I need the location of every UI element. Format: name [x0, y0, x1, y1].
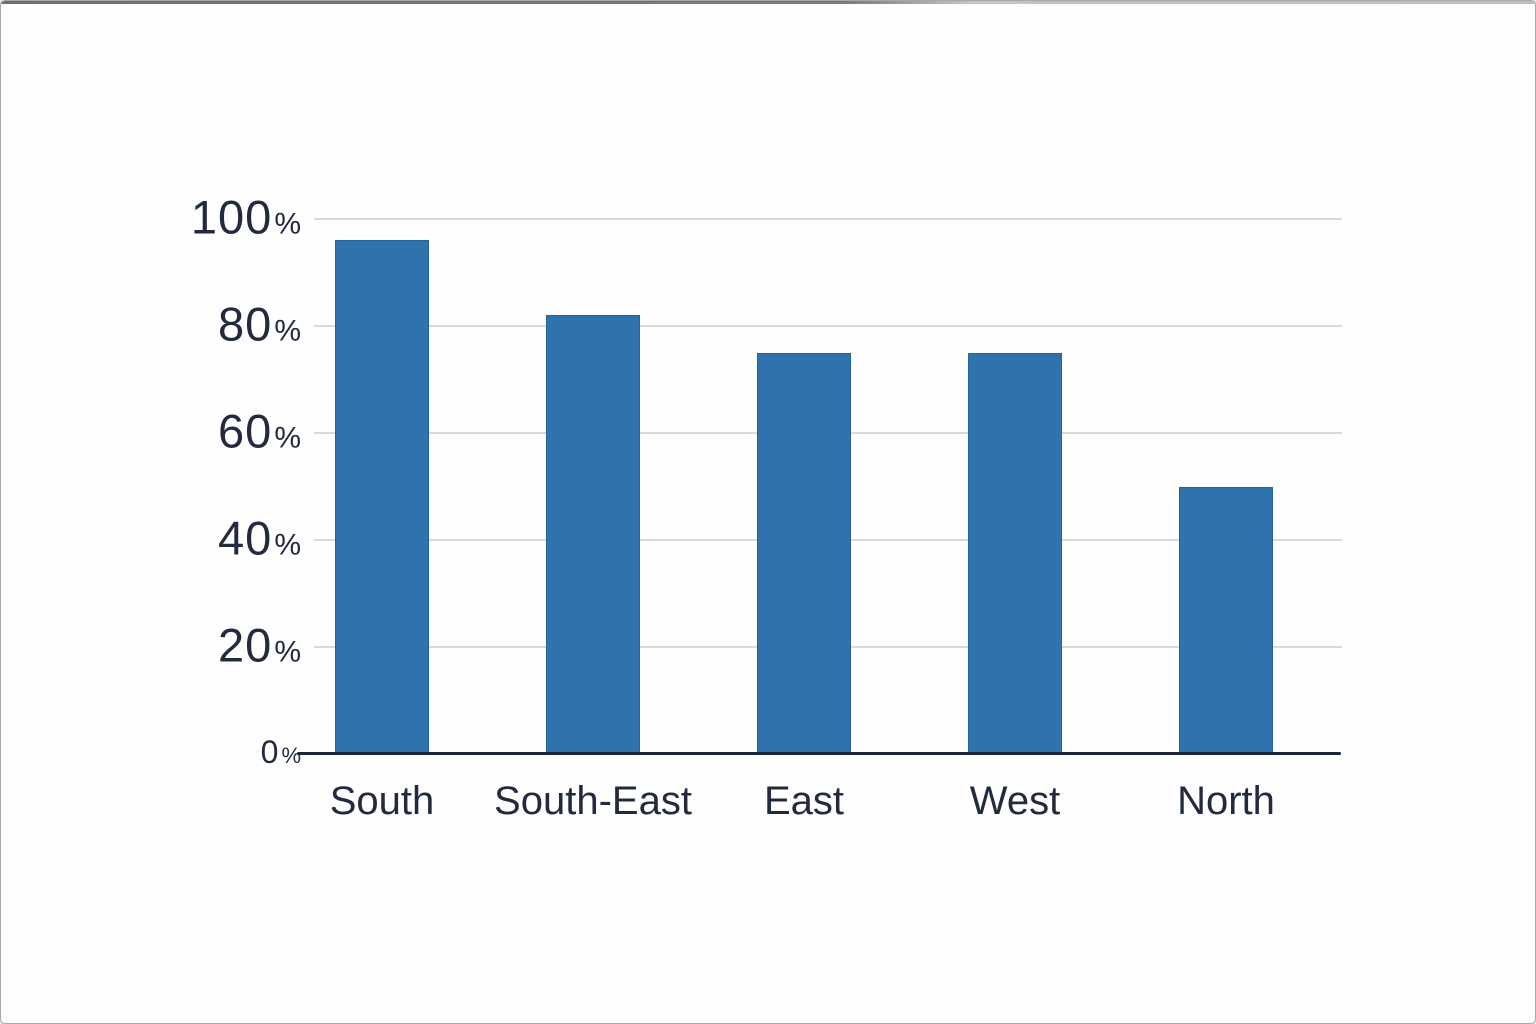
x-axis-label-south: South	[329, 779, 435, 823]
gridline-80	[314, 325, 1342, 327]
x-axis-line	[297, 752, 1341, 755]
bar-south-east	[546, 315, 640, 754]
x-axis-label-north: North	[1177, 779, 1275, 823]
y-axis-tick-label-60: 60%	[218, 404, 301, 458]
bar-west	[968, 352, 1062, 754]
gridline-100	[314, 218, 1342, 220]
y-axis-tick-label-40: 40%	[218, 511, 301, 565]
y-axis-tick-label-20: 20%	[218, 618, 301, 672]
bar-east	[757, 352, 851, 754]
y-axis-tick-label-0: 0%	[260, 734, 301, 771]
x-axis-label-south-east: South-East	[494, 779, 692, 823]
plot-area: 100% 80% 60% 40% 20% 0% South South-East East Wes…	[191, 190, 1342, 823]
y-axis-tick-label-80: 80%	[218, 297, 301, 351]
x-axis-label-east: East	[763, 779, 845, 823]
bar-south	[335, 240, 429, 754]
frame-top-edge	[1, 1, 1535, 4]
y-axis-tick-label-100: 100%	[190, 190, 301, 244]
bar-north	[1179, 486, 1273, 754]
x-axis-label-west: West	[969, 779, 1061, 823]
